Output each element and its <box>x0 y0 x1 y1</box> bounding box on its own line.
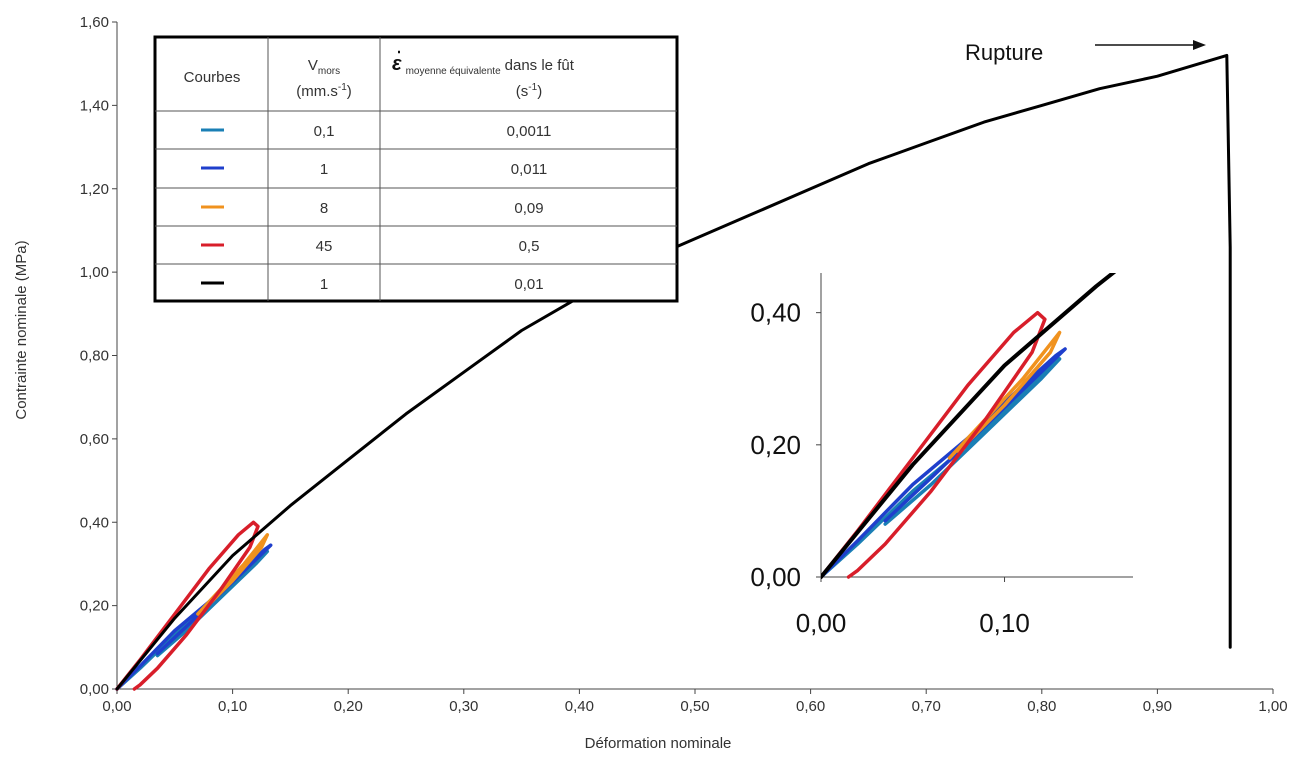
x-tick-label: 0,50 <box>680 698 709 715</box>
legend-rows: 0,1 0,0011 1 0,011 8 0,09 45 0,5 1 0,01 <box>201 123 551 293</box>
legend-header-eps-unit-main: (s <box>516 83 529 100</box>
x-tick-label: 1,00 <box>1258 698 1287 715</box>
legend-table: Courbes Vmors (mm.s-1) ε moyenne équivale… <box>153 35 679 303</box>
x-axis-label: Déformation nominale <box>585 735 732 752</box>
main-ticks: 0,00 0,10 0,20 0,30 0,40 0,50 0,60 0,70 0,80 0,90… <box>80 14 1288 715</box>
legend-table-frame <box>153 35 679 303</box>
main-series <box>115 53 1232 691</box>
inset-x-tick-label: 0,10 <box>979 608 1030 638</box>
inset-chart: 0,00 0,10 0,00 0,20 0,40 <box>750 273 1133 638</box>
legend-eps-value-4: 0,01 <box>514 276 543 293</box>
legend-header-v-sub: mors <box>318 66 340 77</box>
y-tick-label: 1,00 <box>80 264 109 281</box>
y-axis-label: Contrainte nominale (MPa) <box>13 240 30 419</box>
y-tick-label: 0,20 <box>80 598 109 615</box>
y-tick-label: 0,40 <box>80 514 109 531</box>
y-tick-label: 0,00 <box>80 681 109 698</box>
inset-series <box>821 273 1117 579</box>
legend-header-vmors: Vmors <box>308 57 340 77</box>
y-tick-label: 1,20 <box>80 181 109 198</box>
inset-series-line-1 <box>821 347 1067 579</box>
x-tick-label: 0,60 <box>796 698 825 715</box>
legend-header-v-unit: (mm.s-1) <box>296 82 352 100</box>
legend-v-value-3: 45 <box>316 238 333 255</box>
inset-series-line-2 <box>947 330 1062 460</box>
legend-header-eps-main: dans le fût <box>505 57 575 74</box>
x-tick-label: 0,80 <box>1027 698 1056 715</box>
inset-x-tick-label: 0,00 <box>796 608 847 638</box>
x-tick-label: 0,90 <box>1143 698 1172 715</box>
y-tick-label: 0,80 <box>80 348 109 365</box>
x-tick-label: 0,20 <box>334 698 363 715</box>
x-tick-label: 0,40 <box>565 698 594 715</box>
inset-axes <box>820 273 1133 578</box>
series-line-3 <box>115 520 260 691</box>
legend-v-value-2: 8 <box>320 200 328 217</box>
legend-header-v-unit-main: (mm.s <box>296 83 338 100</box>
legend-header-v-unit-sup: -1 <box>338 82 347 93</box>
x-tick-label: 0,10 <box>218 698 247 715</box>
legend-header-courbes: Courbes <box>184 69 241 86</box>
legend-header-eps-symbol: ε <box>392 53 402 75</box>
legend-v-value-1: 1 <box>320 161 328 178</box>
legend-v-value-0: 0,1 <box>314 123 335 140</box>
inset-series-line-4 <box>821 273 1117 579</box>
legend-eps-value-1: 0,011 <box>511 161 547 178</box>
legend-header-eps-unit-sup: -1 <box>528 82 537 93</box>
rupture-annotation: Rupture <box>965 40 1206 65</box>
y-tick-label: 0,60 <box>80 431 109 448</box>
inset-series-line-3 <box>821 310 1047 579</box>
legend-header-eps-unit: (s-1) <box>516 82 542 100</box>
rupture-label: Rupture <box>965 40 1043 65</box>
x-tick-label: 0,70 <box>912 698 941 715</box>
rupture-arrow-head <box>1193 40 1206 50</box>
legend-header-eps-unit-end: ) <box>537 83 542 100</box>
legend-header-v: V <box>308 57 318 74</box>
inset-y-tick-label: 0,40 <box>750 298 801 328</box>
inset-y-tick-label: 0,00 <box>750 562 801 592</box>
series-line-4 <box>115 53 1232 691</box>
x-tick-label: 0,30 <box>449 698 478 715</box>
y-tick-label: 1,40 <box>80 97 109 114</box>
legend-eps-value-0: 0,0011 <box>507 123 552 140</box>
legend-header-v-unit-end: ) <box>347 83 352 100</box>
inset-ticks: 0,00 0,10 0,00 0,20 0,40 <box>750 298 1029 638</box>
series-line-1 <box>115 543 273 691</box>
y-tick-label: 1,60 <box>80 14 109 31</box>
inset-y-tick-label: 0,20 <box>750 430 801 460</box>
x-tick-label: 0,00 <box>102 698 131 715</box>
legend-eps-value-3: 0,5 <box>519 238 540 255</box>
legend-eps-value-2: 0,09 <box>514 200 543 217</box>
legend-header-epsilon: ε moyenne équivalente dans le fût <box>392 53 575 77</box>
legend-v-value-4: 1 <box>320 276 328 293</box>
legend-header-eps-sub: moyenne équivalente <box>406 66 502 77</box>
